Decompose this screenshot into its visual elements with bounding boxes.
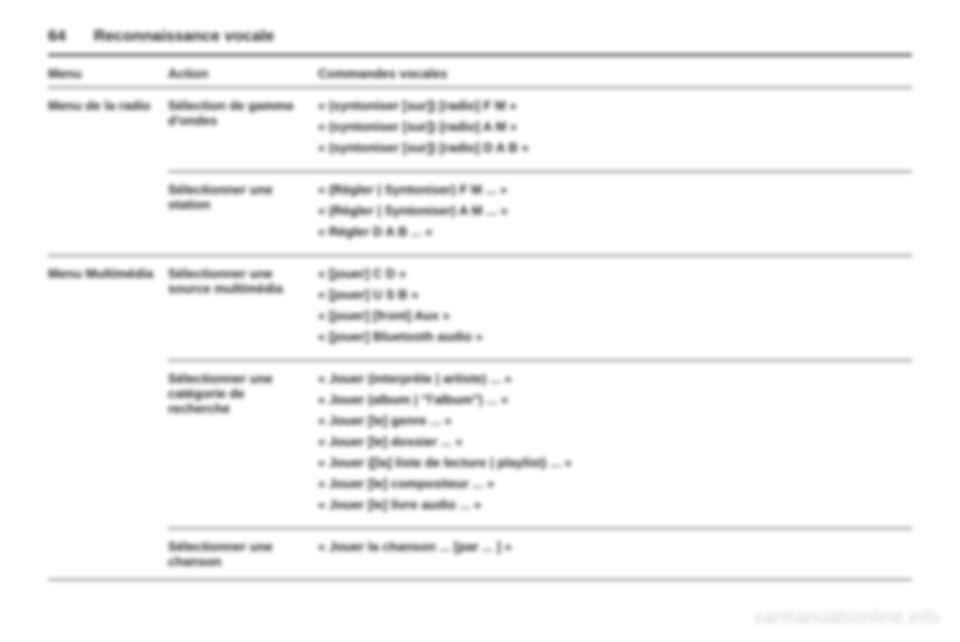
cmd: « (Régler | Syntoniser) F M ... » xyxy=(318,182,912,197)
menu-label-media: Menu Multimédia xyxy=(48,266,168,281)
table-header-row: Menu Action Commandes vocales xyxy=(48,66,912,81)
cmd: « Jouer (interprète | artiste) ... » xyxy=(318,371,912,386)
divider-row xyxy=(48,528,912,529)
section-media-block1: Menu Multimédia Sélectionner une source … xyxy=(48,256,912,360)
commands-band-select: « (syntoniser [sur]) [radio] F M » « (sy… xyxy=(318,98,912,161)
divider-row xyxy=(48,171,912,172)
action-category-select: Sélectionner une catégorie de recherche xyxy=(168,371,318,416)
page-header: 64 Reconnaissance vocale xyxy=(48,28,912,46)
commands-source-select: « [jouer] C D » « [jouer] U S B » « [jou… xyxy=(318,266,912,350)
commands-song-select: « Jouer la chanson ... [par ... ] » xyxy=(318,539,912,560)
col-header-action: Action xyxy=(168,66,318,81)
cmd: « [jouer] [front] Aux » xyxy=(318,308,912,323)
cmd: « (syntoniser [sur]) [radio] F M » xyxy=(318,98,912,113)
cmd: « (syntoniser [sur]) [radio] D A B » xyxy=(318,140,912,155)
cmd: « Jouer [le] genre ... » xyxy=(318,413,912,428)
section-radio-block2: Sélectionner une station « (Régler | Syn… xyxy=(48,172,912,255)
cmd: « [jouer] Bluetooth audio » xyxy=(318,329,912,344)
section-radio-block1: Menu de la radio Sélection de gamme d'on… xyxy=(48,88,912,171)
cmd: « Régler D A B ... » xyxy=(318,224,912,239)
commands-station-select: « (Régler | Syntoniser) F M ... » « (Rég… xyxy=(318,182,912,245)
cmd: « Jouer la chanson ... [par ... ] » xyxy=(318,539,912,554)
page-number: 64 xyxy=(48,28,66,46)
cmd: « (Régler | Syntoniser) A M ... » xyxy=(318,203,912,218)
divider-row xyxy=(48,360,912,361)
cmd: « Jouer [le] livre audio ... » xyxy=(318,497,912,512)
watermark: carmanualsonline.info xyxy=(754,607,940,628)
action-song-select: Sélectionner une chanson xyxy=(168,539,318,569)
col-header-menu: Menu xyxy=(48,66,168,81)
action-source-select: Sélectionner une source multimédia xyxy=(168,266,318,296)
cmd: « [jouer] C D » xyxy=(318,266,912,281)
bottom-rule xyxy=(48,579,912,580)
header-rule xyxy=(48,54,912,56)
cmd: « Jouer [le] compositeur ... » xyxy=(318,476,912,491)
menu-label-radio: Menu de la radio xyxy=(48,98,168,113)
action-band-select: Sélection de gamme d'ondes xyxy=(168,98,318,128)
section-media-block3: Sélectionner une chanson « Jouer la chan… xyxy=(48,529,912,579)
cmd: « [jouer] U S B » xyxy=(318,287,912,302)
action-station-select: Sélectionner une station xyxy=(168,182,318,212)
cmd: « (syntoniser [sur]) [radio] A M » xyxy=(318,119,912,134)
commands-category-select: « Jouer (interprète | artiste) ... » « J… xyxy=(318,371,912,518)
cmd: « Jouer ([la] liste de lecture | playlis… xyxy=(318,455,912,470)
chapter-title: Reconnaissance vocale xyxy=(94,28,275,46)
section-media-block2: Sélectionner une catégorie de recherche … xyxy=(48,361,912,528)
col-header-commands: Commandes vocales xyxy=(318,66,912,81)
cmd: « Jouer (album | "l'album") ... » xyxy=(318,392,912,407)
cmd: « Jouer [le] dossier ... » xyxy=(318,434,912,449)
